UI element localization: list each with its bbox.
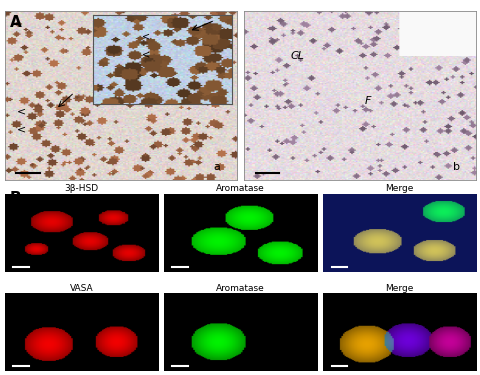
Title: 3β-HSD: 3β-HSD xyxy=(64,184,98,193)
Text: b: b xyxy=(452,162,459,172)
Text: A: A xyxy=(10,15,21,30)
Text: <: < xyxy=(16,106,25,116)
Title: Merge: Merge xyxy=(384,284,413,293)
Text: B: B xyxy=(10,191,21,206)
Text: <: < xyxy=(16,125,25,135)
Text: CL: CL xyxy=(290,51,304,60)
Title: Aromatase: Aromatase xyxy=(216,284,264,293)
Text: F: F xyxy=(364,96,371,106)
Title: Merge: Merge xyxy=(384,184,413,193)
Title: Aromatase: Aromatase xyxy=(216,184,264,193)
Title: VASA: VASA xyxy=(70,284,93,293)
Text: a: a xyxy=(213,162,220,172)
